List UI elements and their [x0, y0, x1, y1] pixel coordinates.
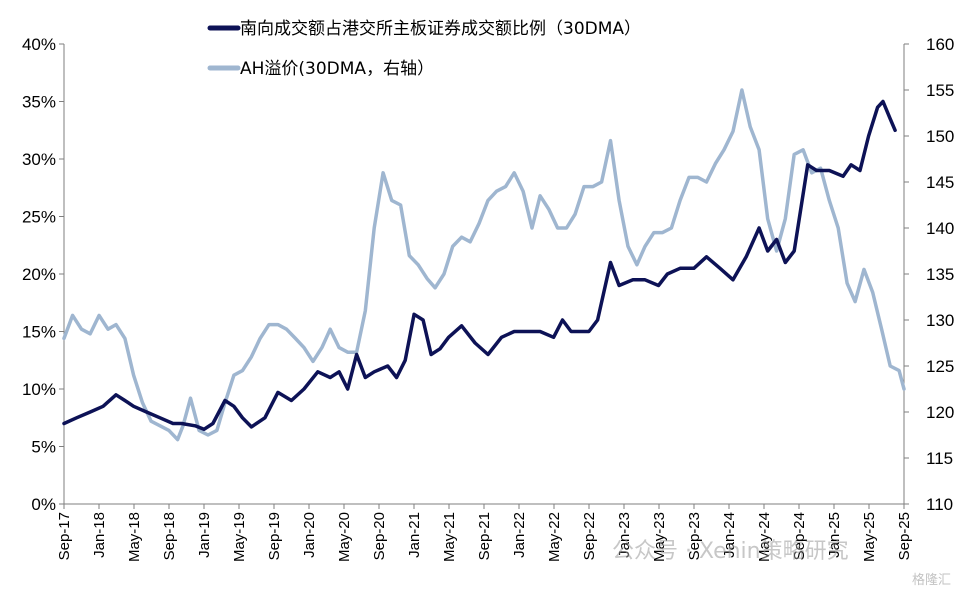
legend-label-share: 南向成交额占港交所主板证券成交额比例（30DMA） [240, 19, 641, 39]
y-left-tick-label: 0% [31, 495, 56, 514]
x-tick-label: Jan-23 [616, 512, 633, 558]
legend: 南向成交额占港交所主板证券成交额比例（30DMA） AH溢价(30DMA，右轴） [207, 19, 641, 79]
legend-label-ah: AH溢价(30DMA，右轴） [240, 59, 434, 79]
y-right-tick-label: 140 [926, 219, 954, 238]
x-tick-label: May-22 [546, 512, 563, 562]
y-left-tick-label: 15% [22, 323, 56, 342]
y-left-tick-label: 5% [31, 438, 56, 457]
series-layer [62, 88, 906, 442]
x-tick-label: Sep-21 [476, 512, 493, 560]
y-right-tick-label: 110 [926, 495, 953, 514]
x-tick-label: Sep-25 [896, 512, 913, 560]
x-tick-label: Jan-19 [196, 512, 213, 558]
y-left-tick-label: 25% [22, 208, 56, 227]
x-tick-label: May-23 [651, 512, 668, 562]
x-tick-label: May-25 [861, 512, 878, 562]
x-tick-label: May-18 [126, 512, 143, 562]
x-tick-label: Jan-25 [826, 512, 843, 558]
y-left-tick-label: 40% [22, 35, 56, 54]
y-left-tick-label: 30% [22, 150, 56, 169]
x-tick-label: Sep-17 [56, 512, 73, 560]
x-tick-label: May-24 [756, 512, 773, 562]
y-right-tick-label: 150 [926, 127, 954, 146]
watermark: 公众号 · Xenin策略研究 格隆汇 [612, 539, 951, 588]
y-right-tick-label: 145 [926, 173, 954, 192]
x-tick-label: Jan-18 [91, 512, 108, 558]
y-right-tick-label: 130 [926, 311, 954, 330]
series-line-share [62, 99, 897, 432]
y-right-tick-label: 135 [926, 265, 954, 284]
x-tick-label: Sep-18 [161, 512, 178, 560]
x-tick-label: May-20 [336, 512, 353, 562]
y-right-tick-label: 160 [926, 35, 954, 54]
y-left-tick-label: 20% [22, 265, 56, 284]
x-tick-label: May-19 [231, 512, 248, 562]
watermark-text: 公众号 · Xenin策略研究 [612, 539, 849, 564]
x-tick-label: Jan-21 [406, 512, 423, 558]
y-right-tick-label: 155 [926, 81, 954, 100]
x-tick-label: Sep-19 [266, 512, 283, 560]
x-tick-label: Jan-24 [721, 512, 738, 558]
y-left-tick-label: 10% [22, 380, 56, 399]
x-tick-label: May-21 [441, 512, 458, 562]
y-right-tick-label: 120 [926, 403, 954, 422]
x-tick-label: Jan-20 [301, 512, 318, 558]
axes: 0% 5% 10% 15% 20% 25% 30% 35% 40% 110 115 120 125 130… [22, 35, 954, 562]
x-tick-label: Sep-23 [686, 512, 703, 560]
y-right-tick-label: 115 [926, 449, 953, 468]
series-line-ah-premium [62, 88, 906, 442]
x-tick-label: Sep-20 [371, 512, 388, 560]
y-left-tick-label: 35% [22, 93, 56, 112]
y-right-tick-label: 125 [926, 357, 954, 376]
x-tick-label: Jan-22 [511, 512, 528, 558]
x-tick-label: Sep-22 [581, 512, 598, 560]
x-tick-label: Sep-24 [791, 512, 808, 560]
watermark-corner: 格隆汇 [912, 572, 951, 588]
